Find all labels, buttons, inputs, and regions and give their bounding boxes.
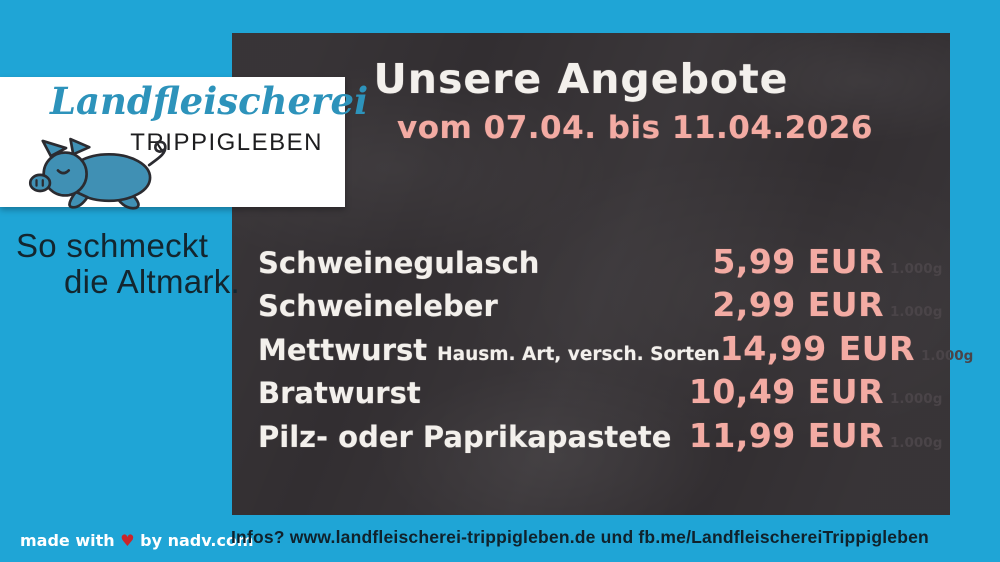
running-pig-icon <box>28 137 167 210</box>
chalkboard: Unsere Angebote vom 07.04. bis 11.04.202… <box>232 33 973 515</box>
item-unit: 1.000g <box>920 347 974 364</box>
item-price: 5,99 EUR <box>712 242 884 281</box>
offer-row: Schweineleber 2,99 EUR 1.000g <box>258 285 942 328</box>
item-name: Schweinegulasch <box>258 246 540 280</box>
item-note: Hausm. Art, versch. Sorten <box>437 343 720 365</box>
brand-script-name: Landfleischerei <box>50 79 369 123</box>
item-name: Bratwurst <box>258 376 421 411</box>
offer-row: Pilz- oder Paprikapastete 11,99 EUR 1.00… <box>258 416 942 459</box>
credit-text: made with ♥ by nadv.com <box>20 531 254 550</box>
offer-row: Schweinegulasch 5,99 EUR 1.000g <box>258 242 942 285</box>
item-unit: 1.000g <box>890 261 943 277</box>
brand-tagline: So schmeckt die Altmark. <box>16 228 240 300</box>
board-title: Unsere Angebote <box>373 55 789 103</box>
item-unit: 1.000g <box>890 434 943 451</box>
item-unit: 1.000g <box>890 304 943 321</box>
item-price: 14,99 EUR <box>719 328 915 368</box>
item-name: Schweineleber <box>258 289 498 324</box>
offer-row: Mettwurst Hausm. Art, versch. Sorten 14,… <box>258 328 973 372</box>
tagline-line2: die Altmark. <box>64 263 240 300</box>
offer-list: Schweinegulasch 5,99 EUR 1.000g Schweine… <box>258 242 973 459</box>
board-date-range: vom 07.04. bis 11.04.2026 <box>397 110 873 146</box>
logo-box: Landfleischerei TRIPPIGLEBEN <box>0 77 368 210</box>
credit-suffix: by nadv.com <box>140 531 254 550</box>
item-unit: 1.000g <box>890 391 943 408</box>
item-name: Pilz- oder Paprikapastete <box>258 419 672 454</box>
offer-row: Bratwurst 10,49 EUR 1.000g <box>258 372 942 415</box>
tagline-line1: So schmeckt <box>16 227 209 264</box>
item-name: Mettwurst <box>258 332 428 367</box>
item-price: 11,99 EUR <box>688 415 884 455</box>
credit-prefix: made with <box>20 531 115 550</box>
item-price: 2,99 EUR <box>712 285 884 325</box>
item-price: 10,49 EUR <box>688 372 884 412</box>
heart-icon: ♥ <box>120 531 135 550</box>
info-links-text: Infos? www.landfleischerei-trippigleben.… <box>231 527 929 547</box>
